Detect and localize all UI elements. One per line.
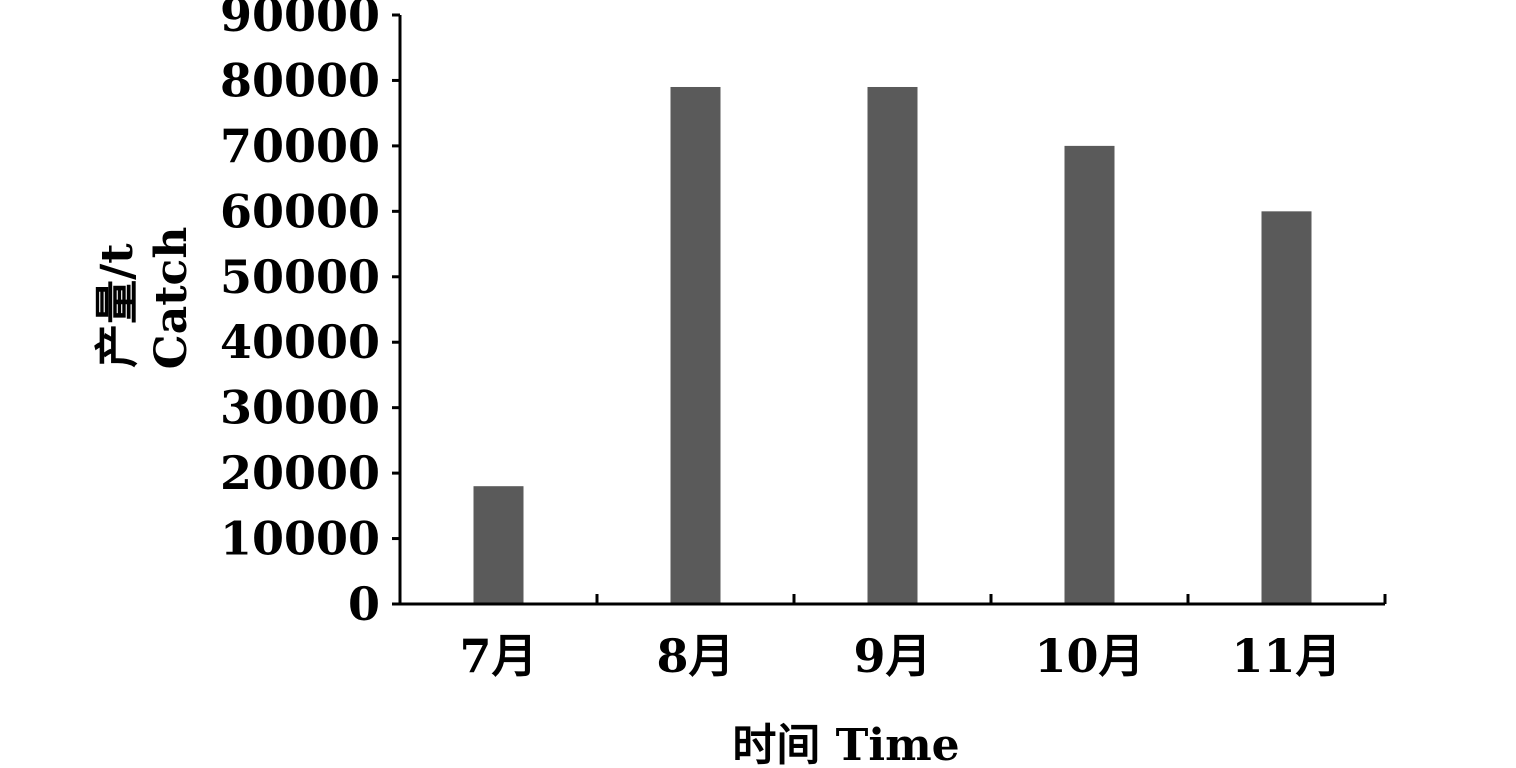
bar-2 bbox=[867, 86, 918, 604]
y-axis-title: 产量/t Catch bbox=[92, 227, 197, 370]
y-tick-label: 0 bbox=[348, 577, 380, 631]
y-axis-title-line2: Catch bbox=[146, 227, 197, 370]
y-tick-label: 40000 bbox=[220, 315, 380, 369]
y-axis-title-line1: 产量/t bbox=[92, 243, 143, 368]
y-tick-label: 50000 bbox=[220, 250, 380, 304]
x-category-label: 7月 bbox=[459, 629, 537, 683]
bars-group bbox=[473, 86, 1312, 605]
y-tick-label: 20000 bbox=[220, 446, 380, 500]
bar-3 bbox=[1064, 145, 1115, 604]
y-tick-label: 70000 bbox=[220, 119, 380, 173]
bar-0 bbox=[473, 486, 524, 604]
bar-4 bbox=[1261, 211, 1312, 605]
x-category-label: 10月 bbox=[1034, 629, 1144, 683]
y-ticks-group: 0 10000 20000 30000 40000 50000 60000 70000 8000… bbox=[220, 0, 400, 631]
x-category-label: 11月 bbox=[1231, 629, 1341, 683]
x-axis-title: 时间 Time bbox=[732, 720, 959, 768]
bar-1 bbox=[670, 86, 721, 604]
y-tick-label: 10000 bbox=[220, 512, 380, 566]
y-tick-label: 90000 bbox=[220, 0, 380, 42]
y-tick-label: 30000 bbox=[220, 381, 380, 435]
y-tick-label: 80000 bbox=[220, 53, 380, 107]
x-ticks-group: 7月 8月 9月 10月 11月 bbox=[459, 594, 1387, 683]
y-tick-label: 60000 bbox=[220, 184, 380, 238]
x-category-label: 8月 bbox=[656, 629, 734, 683]
x-category-label: 9月 bbox=[853, 629, 931, 683]
